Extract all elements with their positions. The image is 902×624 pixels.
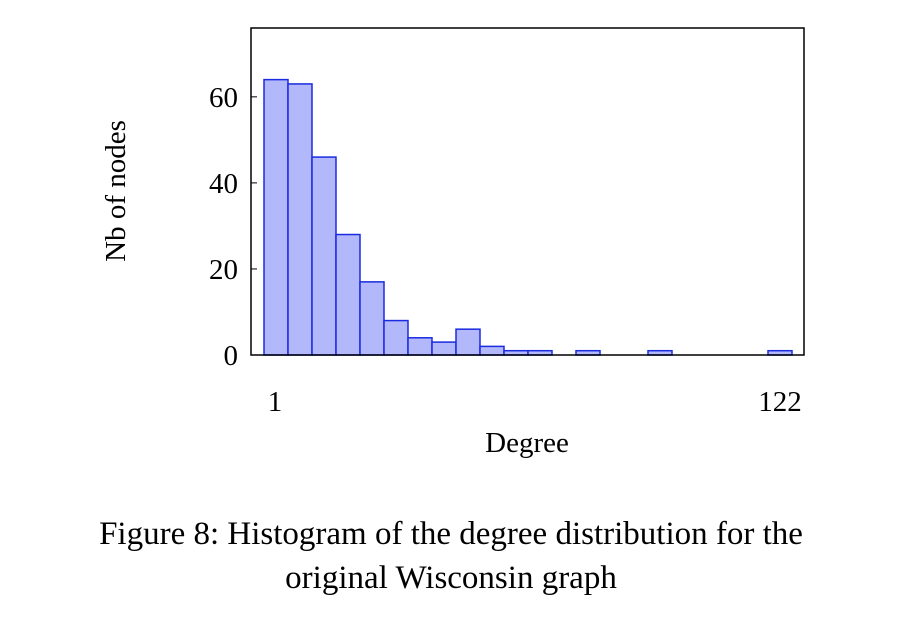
histogram-bar <box>455 328 481 356</box>
y-tick-label: 60 <box>209 82 238 114</box>
x-axis-label: Degree <box>485 427 569 459</box>
caption-line-2: original Wisconsin graph <box>285 560 617 596</box>
histogram-bars <box>263 78 793 356</box>
y-axis-label: Nb of nodes <box>100 120 132 262</box>
histogram-bar <box>383 319 409 356</box>
y-tick-label: 20 <box>209 254 238 286</box>
histogram-bar <box>287 83 313 356</box>
histogram-bar <box>359 281 385 356</box>
histogram-bar <box>479 345 505 356</box>
plot-frame <box>250 27 805 356</box>
histogram-bar <box>335 233 361 356</box>
histogram-bar <box>263 78 289 356</box>
histogram-bar <box>311 156 337 356</box>
x-tick-label: 122 <box>758 386 802 418</box>
histogram-bar <box>407 337 433 356</box>
caption-line-1: Figure 8: Histogram of the degree distri… <box>99 516 803 552</box>
y-tick-label: 0 <box>224 340 239 372</box>
figure-caption: Figure 8: Histogram of the degree distri… <box>0 512 902 600</box>
x-tick-label: 1 <box>268 386 283 418</box>
y-tick-label: 40 <box>209 168 238 200</box>
y-axis-ticks: 0 20 40 60 <box>209 82 257 372</box>
histogram-chart: 0 20 40 60 1 122 Degree Nb of nodes <box>100 27 805 459</box>
histogram-bar <box>431 341 457 356</box>
